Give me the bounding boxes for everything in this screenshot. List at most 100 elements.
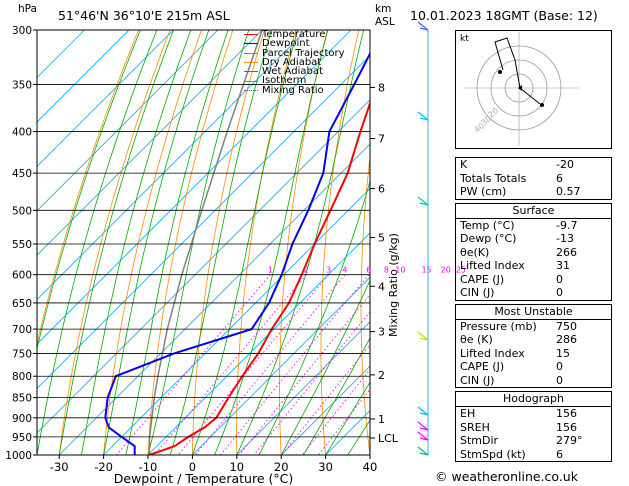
isotherm-line	[37, 30, 219, 212]
dry-adiabat-line	[147, 30, 234, 455]
km-tick-label: 8	[378, 81, 385, 94]
isotherm-line	[37, 30, 174, 167]
legend-label: Dewpoint	[262, 38, 310, 50]
wind-barb	[417, 421, 429, 431]
mixing-ratio-line	[177, 274, 329, 455]
pressure-tick-label: 450	[12, 168, 32, 180]
isotherm-line	[37, 54, 370, 389]
legend-item: Parcel Trajectory	[244, 47, 345, 59]
mixing-ratio-label: 15	[421, 266, 431, 275]
pressure-tick-label: 750	[12, 348, 32, 360]
storm-motion-marker	[518, 85, 522, 91]
isotherm-line	[147, 232, 370, 455]
km-unit-label: km	[375, 3, 392, 15]
surface-label: Lifted Index	[460, 259, 525, 272]
asl-unit-label: ASL	[375, 16, 395, 28]
mu-row: CAPE (J) 0	[456, 360, 611, 374]
legend-item: Dry Adiabat	[244, 56, 345, 68]
surface-row: Lifted Index 31	[456, 259, 611, 273]
legend-swatch	[244, 43, 258, 45]
mixing-ratio-label: 4	[342, 266, 347, 275]
mu-row: CIN (J) 0	[456, 374, 611, 388]
surface-row: CIN (J) 0	[456, 286, 611, 300]
km-tick-label: 6	[378, 182, 385, 195]
hodo-value: 156	[556, 420, 577, 434]
wind-barb	[417, 406, 429, 416]
legend-label: Dry Adiabat	[262, 56, 322, 68]
mixing-ratio-label: 25	[456, 266, 466, 275]
indices-panel: K -20 Totals Totals 6 PW (cm) 0.57 Surface …	[455, 157, 612, 465]
pressure-tick-label: 550	[12, 239, 32, 251]
x-tick-label: 20	[274, 460, 289, 474]
mixing-ratio-label: 1	[268, 266, 273, 275]
index-row: PW (cm) 0.57	[456, 185, 611, 199]
isotherm-line	[37, 30, 130, 123]
mu-label: θe (K)	[460, 333, 493, 346]
wind-barb	[417, 111, 429, 121]
surface-label: Dewp (°C)	[460, 232, 517, 245]
surface-label: θe(K)	[460, 245, 490, 259]
x-tick-label: -30	[50, 460, 69, 474]
legend-item: Mixing Ratio	[244, 84, 345, 96]
mixing-ratio-label: 6	[366, 266, 371, 275]
x-axis-label: Dewpoint / Temperature (°C)	[114, 471, 293, 486]
pressure-unit-label: hPa	[18, 3, 37, 15]
wind-barb	[417, 431, 429, 441]
x-tick-label: 30	[318, 460, 333, 474]
mixing-ratio-label: 10	[395, 266, 405, 275]
x-tick-label: 10	[229, 460, 244, 474]
legend-item: Wet Adiabat	[244, 66, 345, 78]
legend-swatch	[244, 71, 258, 73]
wet-adiabat-line	[81, 30, 192, 455]
mu-label: CAPE (J)	[460, 360, 505, 373]
dry-adiabat-line	[103, 30, 202, 455]
mixing-ratio-line	[115, 274, 271, 455]
x-tick-label: -10	[139, 460, 158, 474]
legend-swatch	[244, 34, 258, 36]
surface-value: 266	[556, 245, 577, 259]
pressure-tick-label: 500	[12, 205, 32, 217]
mu-row: Lifted Index 15	[456, 347, 611, 361]
hodograph-rows: EH 156 SREH 156 StmDir 279° StmSpd (kt) 6	[456, 406, 611, 461]
hodograph-title: Hodograph	[503, 392, 564, 405]
legend-label: Isotherm	[262, 75, 307, 87]
pressure-tick-label: 600	[12, 270, 32, 282]
legend-label: Wet Adiabat	[262, 66, 323, 78]
surface-value: -9.7	[556, 218, 578, 232]
isotherm-line	[58, 143, 370, 455]
legend-label: Parcel Trajectory	[262, 47, 345, 59]
dry-adiabat-line	[610, 30, 629, 455]
index-row: K -20	[456, 158, 611, 172]
pressure-tick-label: 900	[12, 413, 32, 425]
mu-value: 15	[556, 346, 570, 360]
hodograph-kt-label: kt	[460, 34, 469, 44]
km-tick-label: 7	[378, 133, 385, 146]
mixing-ratio-label: 3	[326, 266, 331, 275]
surface-label: CIN (J)	[460, 286, 495, 299]
indices-box: K -20 Totals Totals 6 PW (cm) 0.57	[455, 157, 612, 200]
wet-adiabat-line	[303, 337, 370, 455]
km-tick-label: 2	[378, 369, 385, 382]
legend-swatch	[244, 52, 258, 54]
wind-barb	[417, 331, 429, 341]
hodograph-trace	[494, 37, 541, 105]
legend-label: Mixing Ratio	[262, 84, 324, 96]
index-label: PW (cm)	[460, 185, 507, 198]
wind-barb	[417, 21, 429, 31]
most-unstable-box: Most Unstable Pressure (mb) 750 θe (K) 286…	[455, 303, 612, 388]
legend-label: Temperature	[262, 29, 326, 40]
mixing-ratio-line	[281, 344, 370, 455]
hodo-row: StmDir 279°	[456, 434, 611, 448]
legend-item: Isotherm	[244, 75, 345, 87]
mixing-ratio-label: 2	[304, 266, 309, 275]
surface-value: 0	[556, 286, 563, 299]
surface-title: Surface	[512, 203, 555, 217]
mixing-ratio-line	[253, 311, 370, 455]
x-tick-label: 40	[363, 460, 378, 474]
legend-item: Dewpoint	[244, 38, 345, 50]
isotherm-line	[37, 99, 370, 434]
legend-item: Temperature	[244, 29, 345, 40]
wind-barb	[417, 446, 429, 456]
km-tick-label: 5	[378, 231, 385, 244]
